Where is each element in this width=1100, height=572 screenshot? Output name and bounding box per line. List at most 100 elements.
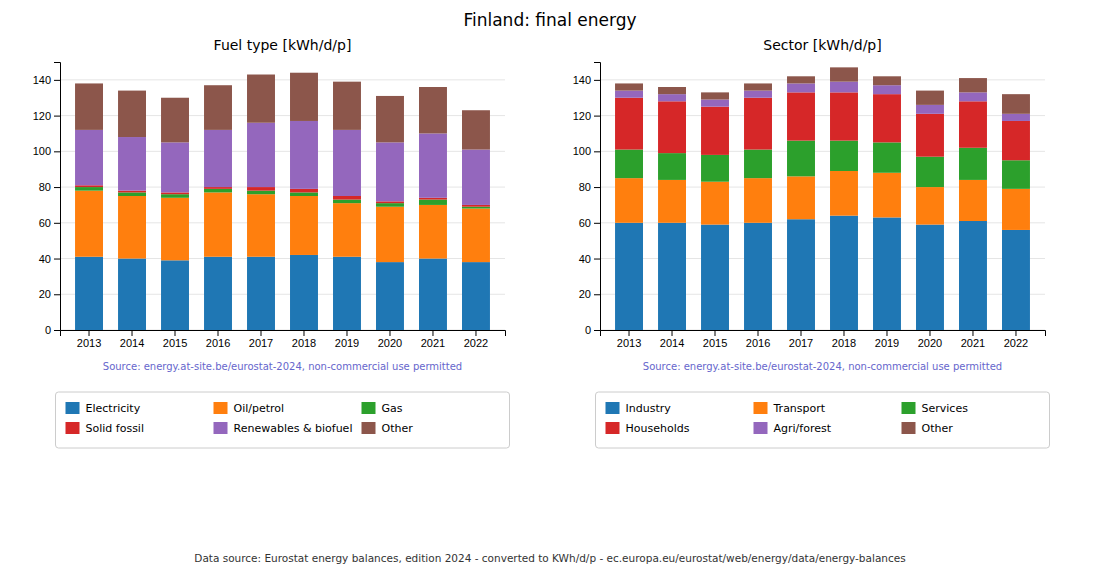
bar (462, 150, 490, 205)
legend-swatch (606, 402, 620, 414)
bar (376, 142, 404, 201)
bar (744, 223, 772, 330)
legend-label: Solid fossil (86, 422, 144, 435)
legend-label: Renewables & biofuel (234, 422, 353, 435)
tick-mark (801, 330, 802, 336)
bar (333, 257, 361, 330)
bar (419, 200, 447, 205)
tick-label: 2015 (163, 337, 187, 349)
legend-label: Households (626, 422, 690, 435)
tick-label: 2020 (918, 337, 942, 349)
x-tick: 2014 (120, 330, 144, 349)
bar (290, 255, 318, 330)
bar (701, 107, 729, 155)
bar (333, 196, 361, 200)
bar (916, 105, 944, 114)
bar (376, 203, 404, 207)
legend-item: Other (362, 422, 414, 435)
bar (744, 150, 772, 179)
bars (615, 67, 1030, 330)
tick-mark (629, 330, 630, 336)
bar (830, 141, 858, 171)
bar (333, 200, 361, 204)
bar (873, 94, 901, 142)
tick-mark (594, 187, 600, 188)
bar-series (75, 255, 490, 330)
x-tick: 2015 (163, 330, 187, 349)
bar (959, 221, 987, 330)
bar (787, 176, 815, 219)
bar (419, 198, 447, 200)
legend-label: Oil/petrol (234, 402, 285, 415)
legend-swatch (754, 402, 768, 414)
tick-mark (594, 294, 600, 295)
tick-label: 2022 (1004, 337, 1028, 349)
tick-label: 2017 (249, 337, 273, 349)
bar (161, 142, 189, 192)
tick-label: 20 (39, 288, 51, 300)
legend-swatch (902, 422, 916, 434)
y-tick: 100 (33, 145, 60, 157)
tick-mark (89, 330, 90, 336)
legend-swatch (362, 422, 376, 434)
legend-label: Industry (626, 402, 672, 415)
tick-mark (389, 330, 390, 336)
legend-item: Transport (754, 402, 826, 415)
bar (744, 178, 772, 223)
bar (701, 92, 729, 99)
tick-mark (929, 330, 930, 336)
tick-label: 2018 (832, 337, 856, 349)
bar (1002, 94, 1030, 114)
grid (60, 80, 505, 330)
bar (204, 85, 232, 130)
grid-line (60, 79, 505, 80)
bar (701, 155, 729, 182)
x-axis: 2013201420152016201720182019202020212022 (601, 330, 1046, 349)
bar (658, 101, 686, 153)
bar (615, 98, 643, 150)
y-tick: 120 (573, 110, 600, 122)
x-tick: 2016 (206, 330, 230, 349)
legend-item: Households (606, 422, 690, 435)
legend-item: Solid fossil (66, 422, 144, 435)
bar (161, 192, 189, 194)
bar (615, 178, 643, 223)
bar (701, 182, 729, 225)
bar (873, 76, 901, 85)
x-tick: 2020 (378, 330, 402, 349)
tick-mark (594, 259, 600, 260)
tick-label: 80 (39, 181, 51, 193)
legend-item: Electricity (66, 402, 141, 415)
bar (290, 192, 318, 196)
grid (600, 80, 1045, 330)
y-tick: 0 (585, 324, 600, 336)
bar (290, 196, 318, 255)
tick-label: 60 (579, 217, 591, 229)
tick-label: 2019 (875, 337, 899, 349)
tick-mark (1015, 330, 1016, 336)
bar (615, 83, 643, 90)
tick-mark (54, 151, 60, 152)
tick-label: 40 (579, 253, 591, 265)
bar (1002, 121, 1030, 160)
bar (744, 83, 772, 90)
tick-label: 120 (573, 110, 591, 122)
bar (916, 114, 944, 157)
tick-label: 2020 (378, 337, 402, 349)
bar (204, 189, 232, 193)
tick-label: 0 (585, 324, 591, 336)
legend-swatch (214, 402, 228, 414)
bar-series (615, 216, 1030, 330)
bar (959, 180, 987, 221)
x-tick: 2022 (464, 330, 488, 349)
bar (419, 259, 447, 330)
bar-series (75, 73, 490, 150)
y-tick: 120 (33, 110, 60, 122)
bar (204, 192, 232, 256)
y-tick: 20 (39, 288, 60, 300)
legend-label: Agri/forest (774, 422, 832, 435)
bar (247, 191, 275, 195)
tick-mark (346, 330, 347, 336)
bar (161, 198, 189, 261)
tick-mark (54, 223, 60, 224)
